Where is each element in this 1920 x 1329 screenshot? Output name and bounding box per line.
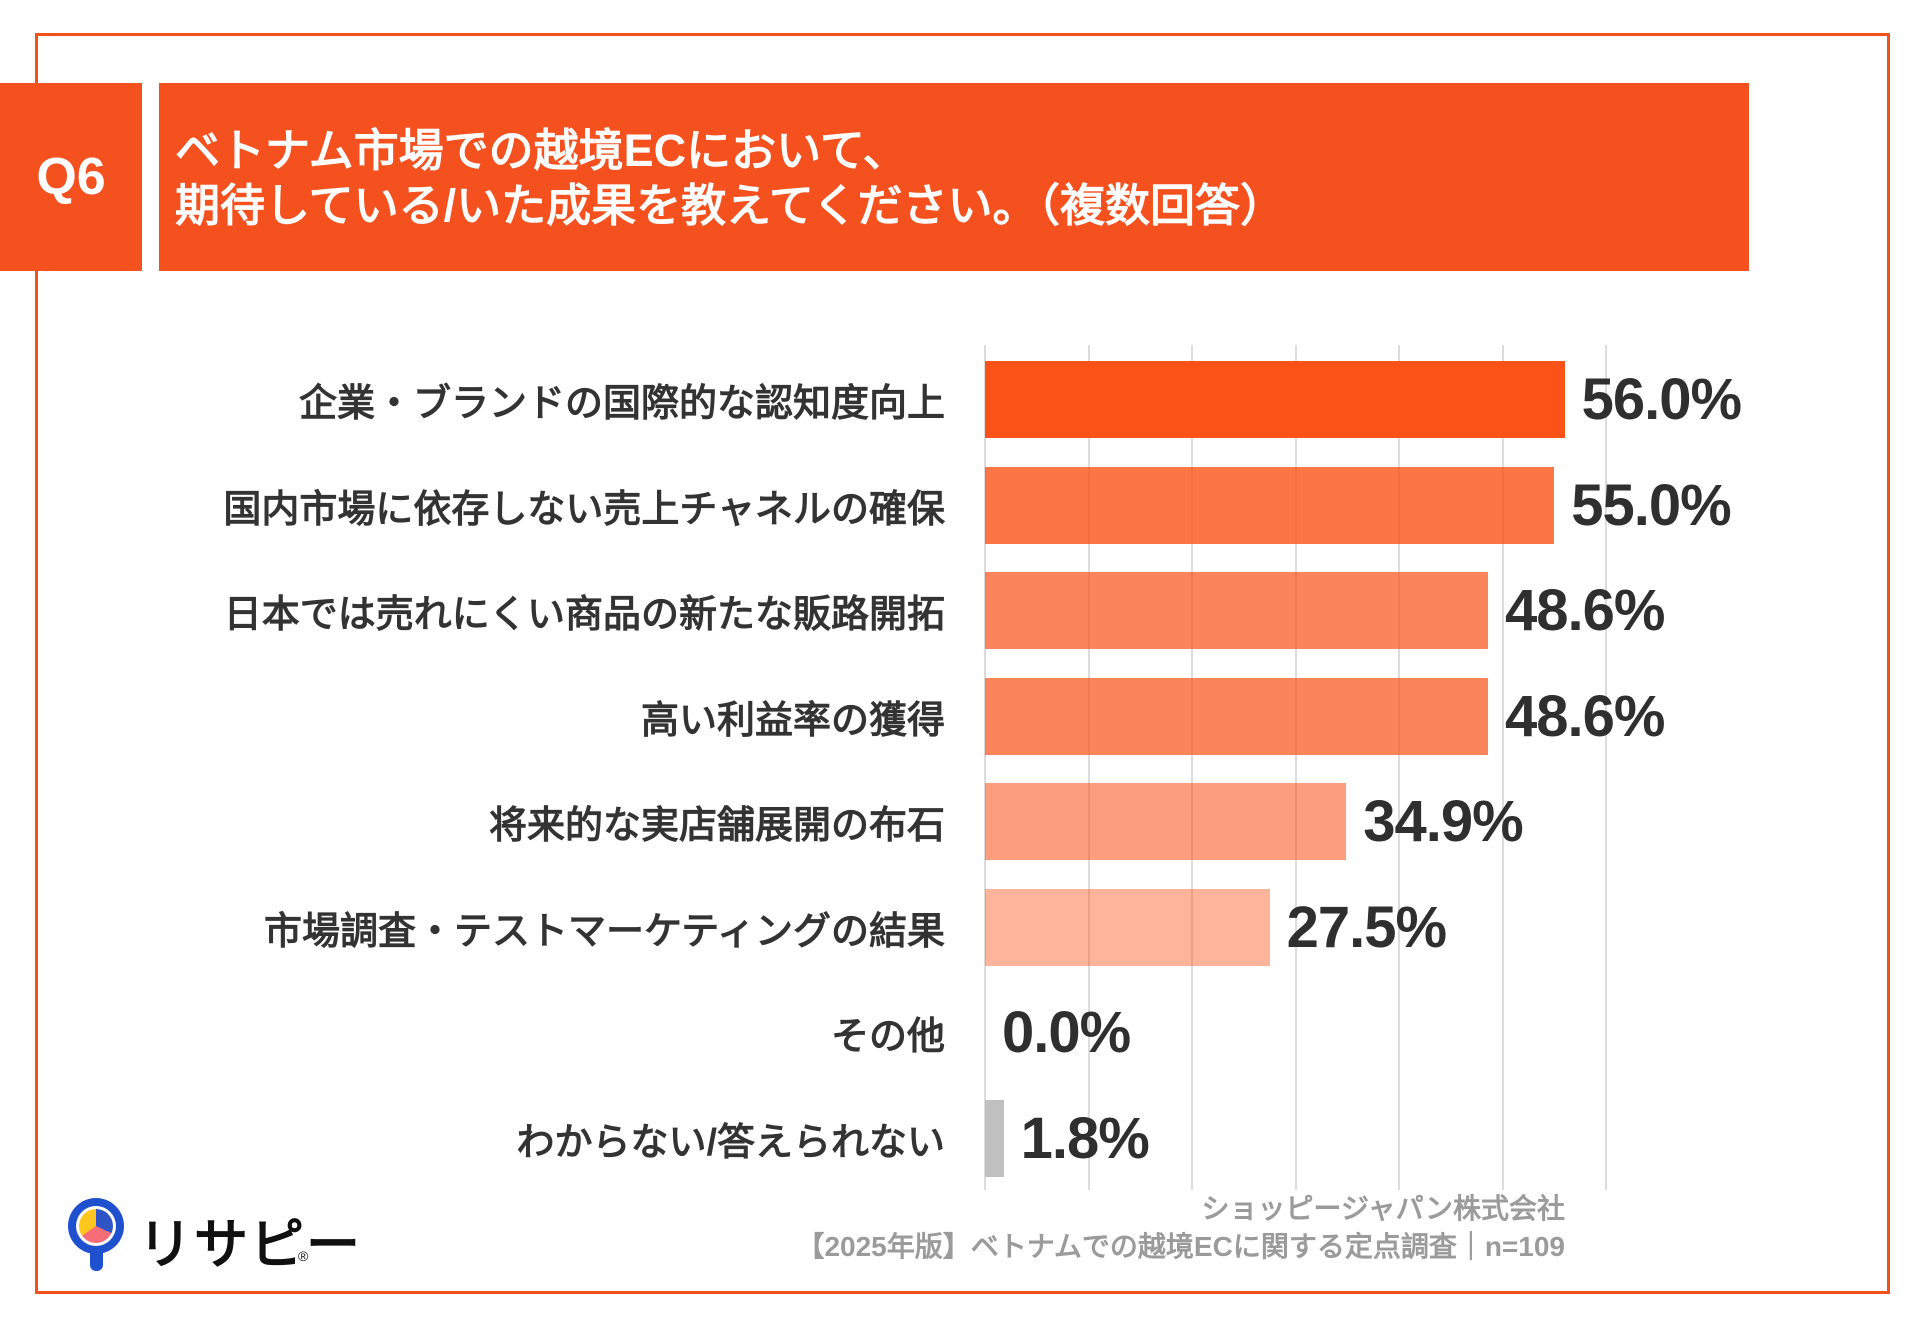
question-number: Q6: [36, 148, 106, 206]
pie-chart-icon: [79, 1209, 113, 1243]
value-label: 48.6%: [1505, 683, 1665, 749]
value-label: 27.5%: [1286, 894, 1447, 960]
value-label: 1.8%: [1020, 1105, 1150, 1171]
gridline: [1501, 345, 1504, 1190]
question-title-line-2: 期待している/いた成果を教えてください。（複数回答）: [175, 180, 1286, 231]
gridline: [1294, 345, 1297, 1190]
bar: [985, 1099, 1004, 1177]
category-label: 高い利益率の獲得: [640, 699, 945, 742]
bar: [985, 466, 1555, 544]
value-label: 48.6%: [1505, 578, 1665, 643]
category-label: その他: [830, 1016, 945, 1058]
gridline: [1398, 345, 1400, 1190]
gridline: [1191, 345, 1193, 1190]
category-label: 日本では売れにくい商品の新たな販路開拓: [223, 594, 945, 636]
logo-pin-stem: [90, 1250, 103, 1271]
category-label: 企業・ブランドの国際的な認知度向上: [298, 383, 945, 425]
bar: [985, 783, 1347, 860]
gridline: [1605, 345, 1607, 1190]
question-number-box: Q6: [0, 83, 142, 271]
bar: [985, 677, 1488, 755]
category-label: 市場調査・テストマーケティングの結果: [264, 910, 945, 953]
source-note: ショッピージャパン株式会社 【2025年版】ベトナムでの越境ECに関する定点調査…: [796, 1190, 1565, 1266]
logo-brand-text: リサピー: [138, 1215, 362, 1275]
registered-trademark-icon: ®: [298, 1248, 309, 1264]
value-label: 55.0%: [1571, 472, 1731, 538]
category-label: 将来的な実店舗展開の布石: [488, 805, 945, 847]
source-survey: 【2025年版】ベトナムでの越境ECに関する定点調査｜n=109: [796, 1231, 1565, 1262]
bar: [985, 888, 1270, 966]
bar: [985, 572, 1488, 649]
value-label: 0.0%: [1002, 1000, 1131, 1065]
logo-pin-icon: [68, 1198, 124, 1254]
question-header: ベトナム市場での越境ECにおいて、 期待している/いた成果を教えてください。（複…: [159, 83, 1749, 271]
source-company: ショッピージャパン株式会社: [1201, 1193, 1565, 1224]
question-title-line-1: ベトナム市場での越境ECにおいて、: [175, 125, 908, 176]
value-label: 34.9%: [1363, 789, 1523, 854]
gridline: [1087, 345, 1090, 1190]
gridline: [984, 345, 986, 1190]
page-border: [35, 33, 1890, 1294]
category-label: わからない/答えられない: [516, 1121, 945, 1164]
category-label: 国内市場に依存しない売上チャネルの確保: [223, 488, 945, 531]
value-label: 56.0%: [1581, 367, 1742, 432]
bar: [985, 361, 1565, 438]
